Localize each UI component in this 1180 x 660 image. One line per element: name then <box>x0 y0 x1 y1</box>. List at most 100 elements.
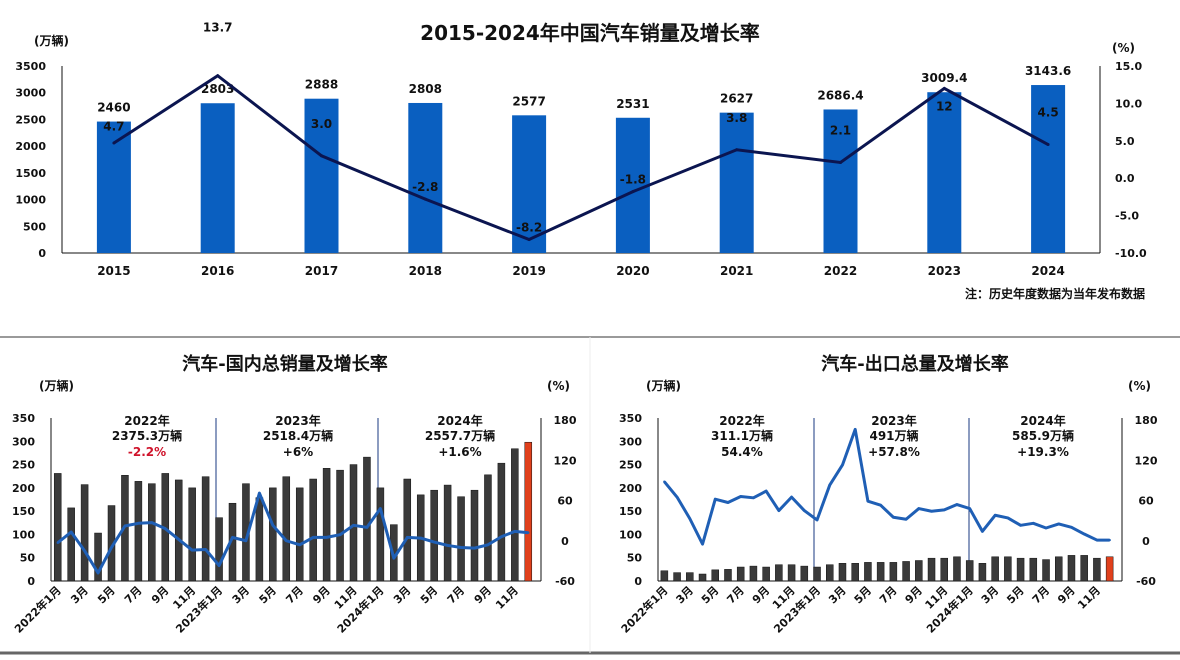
left-tick-label: 2000 <box>15 140 46 153</box>
bar-month-24 <box>953 556 961 582</box>
annotation-year: 2022年 <box>124 413 169 428</box>
x-tick-label: 9月 <box>149 584 171 606</box>
left-tick-label: 50 <box>20 552 36 565</box>
x-tick-label: 2017 <box>305 264 338 278</box>
left-tick-label: 300 <box>12 435 35 448</box>
growth-point-28 <box>1006 516 1010 520</box>
left-tick-label: 200 <box>12 482 35 495</box>
growth-value-label: 3.8 <box>726 111 747 125</box>
growth-rate-line <box>663 427 1110 546</box>
x-tick-label: 9月 <box>472 584 494 606</box>
growth-point-24 <box>955 503 959 506</box>
growth-point-4 <box>96 571 100 575</box>
growth-point-2019 <box>527 238 531 242</box>
left-tick-label: 350 <box>619 412 642 425</box>
left-tick-label: 1500 <box>15 167 46 180</box>
growth-point-16 <box>258 491 261 495</box>
annotation-growth: +1.6% <box>438 445 481 459</box>
growth-point-28 <box>419 536 422 540</box>
growth-point-3 <box>83 549 86 553</box>
growth-point-11 <box>190 548 194 552</box>
bar-value-label: 2577 <box>512 94 545 108</box>
x-tick-label: 2022年1月 <box>618 583 671 636</box>
growth-point-34 <box>1082 532 1086 536</box>
right-tick-label: 0 <box>561 535 569 548</box>
left-tick-label: 2500 <box>15 113 46 126</box>
left-tick-label: 150 <box>12 505 35 518</box>
bar-month-29 <box>430 489 438 582</box>
bar-month-7 <box>736 566 745 582</box>
bar-month-32 <box>470 489 479 582</box>
growth-point-27 <box>993 514 997 517</box>
right-tick-label: 60 <box>557 495 573 508</box>
bar-2016 <box>200 103 235 253</box>
x-tick-label: 5月 <box>852 584 874 606</box>
bar-month-8 <box>148 483 156 582</box>
bar-month-11 <box>787 564 796 582</box>
bar-month-12 <box>201 476 210 582</box>
growth-point-5 <box>714 497 717 501</box>
left-tick-label: 250 <box>619 459 642 472</box>
bar-month-33 <box>484 474 492 582</box>
bar-value-label: 2803 <box>201 82 234 96</box>
left-tick-label: 3000 <box>15 87 46 100</box>
growth-point-15 <box>244 539 248 542</box>
growth-point-22 <box>930 510 933 513</box>
bar-value-label: 2531 <box>616 97 649 111</box>
growth-value-label: 12 <box>936 99 953 113</box>
bar-month-25 <box>965 560 974 582</box>
right-axis-unit: (%) <box>547 379 570 393</box>
annotation-growth: +57.8% <box>868 445 920 459</box>
annotation-total: 2518.4万辆 <box>263 428 333 443</box>
growth-point-10 <box>777 509 781 512</box>
growth-point-24 <box>365 526 369 529</box>
growth-value-label: 2.1 <box>830 123 851 137</box>
left-tick-label: 3500 <box>15 60 46 73</box>
bar-month-1 <box>53 473 62 582</box>
chart-title: 汽车-国内总销量及增长率 <box>182 353 387 375</box>
growth-point-29 <box>1019 524 1022 527</box>
growth-point-26 <box>981 530 984 533</box>
right-tick-label: 180 <box>554 414 577 427</box>
right-tick-label: 60 <box>1138 495 1154 508</box>
bar-2023 <box>927 92 962 253</box>
bar-month-13 <box>813 566 821 582</box>
growth-point-19 <box>298 543 301 546</box>
growth-point-6 <box>726 501 730 504</box>
x-tick-label: 2022 <box>824 264 857 278</box>
x-tick-label: 3月 <box>674 584 696 606</box>
bar-month-34 <box>1080 555 1088 582</box>
growth-point-10 <box>177 538 180 541</box>
bar-month-4 <box>698 573 707 582</box>
bar-month-13 <box>215 517 223 582</box>
right-tick-label: 0.0 <box>1115 172 1135 185</box>
bar-month-2 <box>67 507 75 582</box>
x-tick-label: 5月 <box>418 584 440 606</box>
bar-month-23 <box>940 557 948 582</box>
growth-point-9 <box>764 489 768 493</box>
bar-month-16 <box>851 563 859 582</box>
growth-point-30 <box>446 544 449 547</box>
growth-point-22 <box>338 533 342 536</box>
growth-point-21 <box>325 536 328 539</box>
bar-month-24 <box>363 456 371 582</box>
annotation-growth: 54.4% <box>721 445 763 459</box>
growth-point-12 <box>204 548 207 551</box>
chart-title: 2015-2024年中国汽车销量及增长率 <box>420 21 760 45</box>
bar-month-19 <box>295 487 304 582</box>
bar-month-14 <box>826 564 834 582</box>
bar-month-30 <box>443 484 452 582</box>
bar-month-15 <box>838 563 847 582</box>
growth-point-36 <box>1108 538 1111 542</box>
bar-month-8 <box>749 565 758 582</box>
annotation-year: 2022年 <box>719 413 764 428</box>
x-tick-label: 11月 <box>493 584 521 612</box>
growth-point-7 <box>137 522 140 525</box>
growth-point-25 <box>968 507 971 510</box>
x-tick-label: 7月 <box>724 584 746 606</box>
left-tick-label: 0 <box>38 247 46 260</box>
bar-month-33 <box>1067 555 1076 582</box>
right-tick-label: 120 <box>1135 454 1158 467</box>
bar-value-label: 2627 <box>720 92 753 106</box>
